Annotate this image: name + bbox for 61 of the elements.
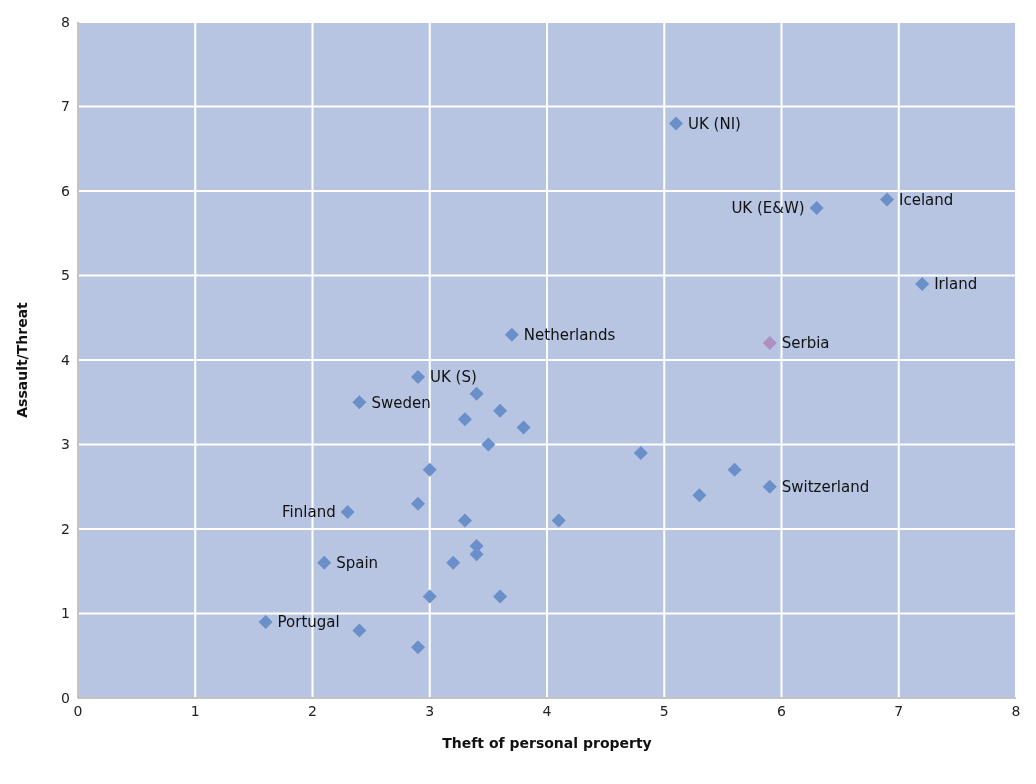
x-tick-label: 4 [542,702,552,719]
point [504,327,519,342]
y-tick-label: 5 [61,267,70,284]
x-axis-title: Theft of personal property [442,735,652,751]
y-tick-label: 2 [61,520,70,537]
x-tick-label: 3 [425,702,435,719]
point [551,513,566,528]
point [352,395,367,410]
point [340,505,355,520]
annotation: UK (NI) [687,114,741,133]
annotation: Sweden [371,393,431,412]
x-tick-label: 6 [777,702,787,719]
point [493,589,508,604]
annotation: UK (S) [430,368,477,387]
point [446,555,461,570]
point [258,614,273,629]
point [481,437,496,452]
point [915,276,930,291]
point [411,369,426,384]
y-tick-label: 0 [61,689,70,706]
y-tick-label: 6 [61,182,71,199]
x-tick-label: 2 [308,702,317,719]
x-tick-label: 8 [1011,702,1021,719]
point [317,555,332,570]
point [411,496,426,511]
point [727,462,742,477]
point [352,623,367,638]
annotation: Iceland [899,190,954,209]
annotation: Netherlands [523,325,616,344]
point [692,488,707,503]
y-tick-label: 8 [61,13,70,30]
point [422,462,437,477]
point [457,412,472,427]
point [516,420,531,435]
y-axis-title: Assault/Threat [13,301,30,418]
point [762,336,777,351]
x-tick-label: 7 [894,702,904,719]
y-tick-label: 4 [61,351,71,368]
point [422,589,437,604]
annotation: Spain [336,554,379,573]
point [633,445,648,460]
y-tick-label: 1 [61,605,70,622]
point [411,640,426,655]
annotation: Serbia [781,334,830,353]
point [668,116,683,131]
point [457,513,472,528]
point [762,479,777,494]
point [493,403,508,418]
point [880,192,895,207]
x-tick-label: 0 [73,702,83,719]
annotation: Irland [934,275,978,294]
y-tick-label: 3 [61,436,70,453]
y-tick-label: 7 [61,98,70,115]
annotation: UK (E&W) [731,199,805,218]
annotation: Switzerland [781,478,870,497]
annotation: Finland [282,503,336,522]
point [809,200,824,215]
x-tick-label: 1 [190,702,200,719]
point [469,386,484,401]
annotation: Portugal [277,613,340,632]
x-tick-label: 5 [659,702,669,719]
